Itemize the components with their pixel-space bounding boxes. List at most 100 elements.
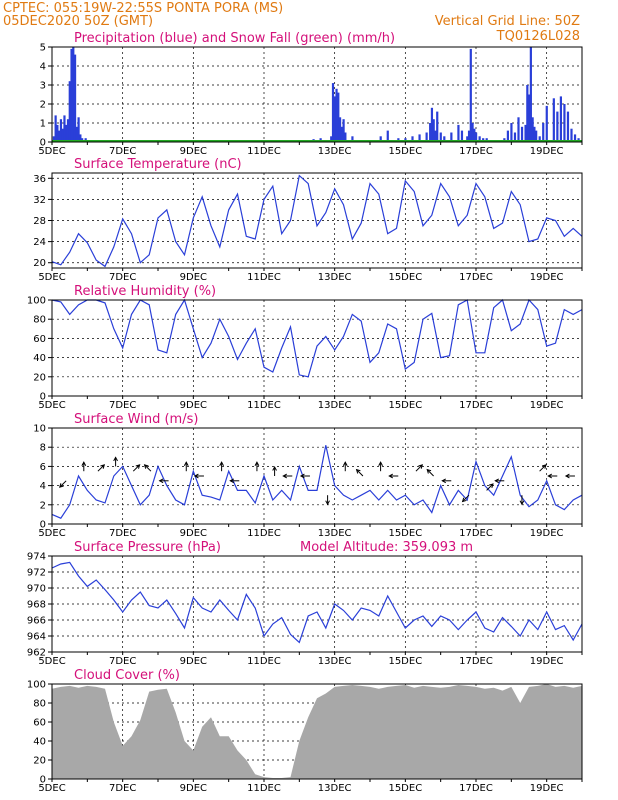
- cloud-ytick-label: 60: [33, 718, 46, 729]
- precip-bar: [73, 54, 77, 142]
- precip-ytick-label: 3: [40, 81, 46, 92]
- pressure-date-label: 9DEC: [180, 656, 207, 667]
- precip-ytick-label: 1: [40, 119, 46, 130]
- cloud-ytick-label: 80: [33, 699, 46, 710]
- wind-date-label: 11DEC: [247, 528, 281, 539]
- pressure-date-label: 15DEC: [388, 656, 422, 667]
- precip-bar: [429, 123, 432, 142]
- wind-arrow-head: [113, 456, 118, 462]
- temp-date-label: 19DEC: [530, 272, 564, 283]
- precip-bar: [340, 126, 343, 142]
- cloud-frame: [51, 683, 583, 780]
- wind-date-label: 13DEC: [318, 528, 352, 539]
- precip-bar: [469, 48, 472, 142]
- temp-ytick-label: 36: [33, 174, 46, 185]
- rh-ytick-label: 100: [27, 296, 46, 307]
- precip-date-label: 5DEC: [38, 146, 65, 157]
- precip-bar: [52, 136, 55, 142]
- wind-line: [51, 445, 583, 519]
- cloud-area: [52, 684, 582, 779]
- wind-arrow: [539, 464, 547, 472]
- precip-bar: [510, 123, 513, 142]
- precip-bar: [56, 124, 59, 142]
- wind-arrow: [426, 469, 434, 477]
- precip-bar: [337, 92, 340, 142]
- precip-frame: [51, 46, 583, 143]
- precip-bar: [506, 130, 509, 142]
- wind-arrow: [144, 464, 152, 472]
- temp-line: [51, 174, 583, 268]
- wind-arrow-head: [143, 464, 149, 469]
- precip-date-label: 15DEC: [388, 146, 422, 157]
- temp-panel: 20 24 28 32 36 5DEC 7DEC 9DEC 11DEC 13DEC 15DEC 17D…: [33, 157, 583, 283]
- precip-bar: [432, 119, 435, 142]
- wind-arrow: [415, 464, 423, 472]
- wind-arrow-head: [219, 461, 224, 466]
- precip-bar: [333, 96, 336, 142]
- cloud-date-label: 17DEC: [459, 783, 493, 794]
- wind-date-label: 19DEC: [530, 528, 564, 539]
- wind-arrow-head: [426, 468, 432, 474]
- wind-title: Surface Wind (m/s): [74, 412, 198, 427]
- precip-bar: [338, 117, 342, 142]
- wind-arrow: [486, 483, 494, 491]
- precip-bar: [460, 130, 464, 142]
- precip-bar: [61, 128, 64, 142]
- precip-bar: [471, 123, 474, 142]
- rh-ytick-label: 40: [33, 353, 46, 364]
- precip-bar: [570, 128, 573, 142]
- precip-bar: [331, 83, 335, 142]
- temp-date-label: 13DEC: [318, 272, 352, 283]
- precip-bar: [559, 96, 562, 142]
- precip-date-label: 11DEC: [247, 146, 281, 157]
- precip-bar: [425, 132, 428, 142]
- wind-arrow-head: [388, 473, 394, 479]
- precip-bar: [75, 126, 78, 142]
- rh-date-label: 17DEC: [459, 400, 493, 411]
- rh-ytick-label: 20: [33, 372, 46, 383]
- wind-ytick-label: 10: [33, 424, 46, 435]
- precip-bar: [556, 111, 559, 142]
- precip-bar: [79, 134, 82, 142]
- cloud-date-label: 5DEC: [38, 783, 65, 794]
- precip-bar: [344, 132, 347, 142]
- precip-bar: [418, 134, 421, 142]
- precip-bar: [533, 126, 536, 142]
- precip-bar: [430, 107, 434, 142]
- temp-ytick-label: 32: [33, 195, 46, 206]
- precip-bar: [552, 98, 555, 142]
- pressure-date-label: 13DEC: [318, 656, 352, 667]
- precip-bar: [513, 132, 517, 142]
- precip-bar: [573, 134, 577, 142]
- pressure-date-label: 11DEC: [247, 656, 281, 667]
- wind-date-label: 7DEC: [109, 528, 136, 539]
- cloud-date-label: 15DEC: [388, 783, 422, 794]
- precip-date-label: 7DEC: [109, 146, 136, 157]
- model-code: TQ0126L028: [496, 29, 580, 44]
- wind-arrow: [132, 464, 140, 472]
- precip-bar: [439, 132, 442, 142]
- pressure-annotation: Model Altitude: 359.093 m: [300, 540, 473, 555]
- temp-date-label: 5DEC: [38, 272, 65, 283]
- precip-date-label: 13DEC: [318, 146, 352, 157]
- wind-arrow-head: [325, 500, 330, 506]
- cloud-ytick-label: 100: [27, 680, 46, 691]
- precip-bar: [379, 136, 382, 142]
- cloud-ytick-label: 0: [40, 775, 46, 786]
- temp-date-label: 15DEC: [388, 272, 422, 283]
- cloud-date-label: 11DEC: [247, 783, 281, 794]
- cloud-title: Cloud Cover (%): [74, 668, 180, 683]
- pressure-ytick-label: 966: [27, 616, 46, 627]
- wind-arrow-head: [81, 461, 87, 466]
- precip-bar: [457, 124, 460, 142]
- precip-bar: [467, 130, 471, 142]
- precip-bar: [72, 47, 75, 142]
- precip-bar: [58, 130, 61, 142]
- station-header: CPTEC: 055:19W-22:55S PONTA PORA (MS): [3, 1, 283, 16]
- rh-date-label: 5DEC: [38, 400, 65, 411]
- wind-frame: [51, 427, 583, 525]
- precip-date-label: 9DEC: [180, 146, 207, 157]
- cloud-ytick-label: 40: [33, 737, 46, 748]
- wind-arrow-head: [488, 483, 494, 489]
